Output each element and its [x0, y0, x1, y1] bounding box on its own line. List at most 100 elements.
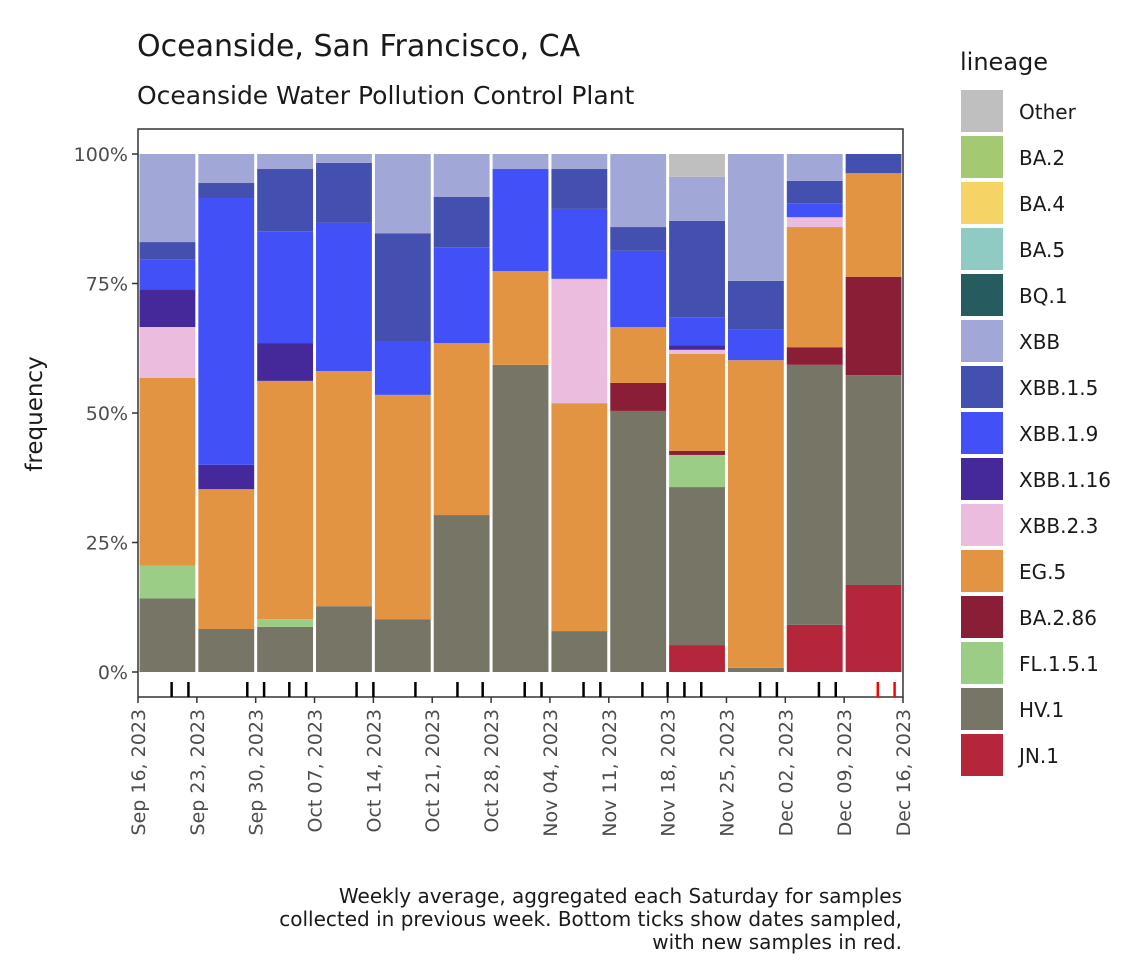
- y-tick-label: 75%: [86, 274, 128, 296]
- bar-segment-eg-5: [786, 227, 843, 348]
- legend-swatch: [961, 182, 1003, 224]
- bar-segment-xbb-1-9: [786, 203, 843, 218]
- legend-label: BQ.1: [1019, 284, 1068, 308]
- legend-swatch: [961, 136, 1003, 178]
- legend-swatch: [961, 688, 1003, 730]
- bar-segment-xbb-2-3: [786, 217, 843, 228]
- bar-segment-xbb-1-9: [316, 222, 372, 372]
- bar-segment-hv-1: [316, 606, 372, 672]
- bar-segment-eg-5: [139, 377, 196, 566]
- legend-swatch: [961, 366, 1003, 408]
- bar-segment-xbb-1-9: [257, 231, 314, 344]
- bar-segment-eg-5: [316, 371, 372, 607]
- y-axis-label: frequency: [22, 356, 48, 471]
- bar-segment-eg-5: [727, 360, 784, 668]
- bar-segment-xbb-1-16: [139, 289, 196, 328]
- legend-item: BA.2.86: [961, 596, 1097, 638]
- bar-segment-hv-1: [257, 626, 314, 672]
- legend-label: BA.5: [1019, 238, 1065, 262]
- y-tick-label: 50%: [86, 403, 128, 425]
- legend-swatch: [961, 596, 1003, 638]
- bar-segment-eg-5: [433, 343, 490, 516]
- bar-segment-fl-1-5-1: [139, 565, 196, 599]
- x-tick-label: Sep 23, 2023: [187, 709, 209, 835]
- legend-swatch: [961, 642, 1003, 684]
- bar-stack: [374, 154, 431, 672]
- legend-swatch: [961, 458, 1003, 500]
- chart-subtitle: Oceanside Water Pollution Control Plant: [137, 81, 635, 110]
- x-tick-label: Oct 07, 2023: [305, 709, 327, 833]
- x-tick-label: Dec 09, 2023: [834, 709, 856, 836]
- bar-stack: [198, 154, 255, 672]
- bar-segment-xbb-1-9: [492, 169, 549, 272]
- x-tick-label: Oct 21, 2023: [422, 709, 444, 833]
- bar-segment-eg-5: [257, 380, 314, 620]
- chart-title: Oceanside, San Francisco, CA: [137, 29, 581, 64]
- bar-segment-ba-2-86: [610, 382, 667, 411]
- bar-segment-jn-1: [845, 584, 902, 672]
- legend-label: XBB.2.3: [1019, 514, 1098, 538]
- x-tick-label: Dec 02, 2023: [775, 709, 797, 836]
- y-tick-label: 25%: [86, 533, 128, 555]
- legend-item: FL.1.5.1: [961, 642, 1099, 684]
- bar-stack: [727, 154, 784, 672]
- bar-segment-jn-1: [669, 645, 725, 672]
- bar-segment-xbb-1-9: [551, 208, 608, 279]
- x-tick-label: Oct 14, 2023: [363, 709, 385, 833]
- bar-segment-xbb-1-5: [257, 169, 314, 232]
- bar-segment-xbb-1-9: [374, 340, 431, 395]
- legend-swatch: [961, 412, 1003, 454]
- bar-segment-xbb-1-9: [610, 250, 667, 328]
- bar-segment-xbb-1-5: [374, 233, 431, 341]
- bar-stack: [610, 154, 667, 672]
- bar-segment-jn-1: [786, 624, 843, 672]
- bar-segment-ba-2-86: [669, 450, 725, 455]
- bar-segment-xbb-1-5: [316, 162, 372, 223]
- caption: Weekly average, aggregated each Saturday…: [279, 884, 902, 954]
- legend-item: BQ.1: [961, 274, 1068, 316]
- bar-stack: [845, 154, 902, 672]
- x-tick-label: Oct 28, 2023: [481, 709, 503, 833]
- bar-segment-xbb-1-9: [433, 247, 490, 344]
- legend-label: BA.2.86: [1019, 606, 1097, 630]
- bar-stack: [316, 154, 372, 672]
- bar-segment-eg-5: [198, 489, 255, 630]
- x-tick-label: Nov 04, 2023: [540, 709, 562, 837]
- bar-segment-eg-5: [551, 403, 608, 632]
- bar-segment-xbb-1-5: [727, 280, 784, 330]
- bar-segment-xbb-1-5: [786, 180, 843, 204]
- bar-stack: [669, 154, 725, 672]
- legend-label: EG.5: [1019, 560, 1066, 584]
- bar-segment-hv-1: [492, 364, 549, 672]
- bars-layer: [139, 154, 902, 672]
- bar-segment-xbb: [316, 154, 372, 163]
- x-tick-label: Sep 16, 2023: [128, 709, 150, 835]
- legend-item: HV.1: [961, 688, 1064, 730]
- legend-swatch: [961, 320, 1003, 362]
- legend-item: XBB: [961, 320, 1060, 362]
- legend-label: XBB: [1019, 330, 1060, 354]
- bar-segment-eg-5: [492, 271, 549, 365]
- bar-segment-ba-2-86: [845, 276, 902, 376]
- legend-item: XBB.1.5: [961, 366, 1098, 408]
- bar-segment-xbb-2-3: [139, 327, 196, 378]
- bar-segment-xbb-2-3: [551, 278, 608, 404]
- x-tick-label: Nov 11, 2023: [599, 709, 621, 837]
- legend-label: FL.1.5.1: [1019, 652, 1099, 676]
- legend-swatch: [961, 504, 1003, 546]
- legend-swatch: [961, 274, 1003, 316]
- bar-stack: [257, 154, 314, 672]
- legend-title: lineage: [960, 48, 1048, 76]
- x-tick-label: Nov 18, 2023: [658, 709, 680, 837]
- bar-segment-xbb: [610, 154, 667, 228]
- legend-item: XBB.2.3: [961, 504, 1098, 546]
- bar-segment-xbb: [786, 154, 843, 181]
- bar-segment-xbb-1-5: [139, 242, 196, 260]
- bar-segment-xbb-1-5: [669, 220, 725, 318]
- legend-swatch: [961, 550, 1003, 592]
- bar-segment-xbb: [669, 176, 725, 221]
- bar-segment-hv-1: [786, 364, 843, 625]
- bar-segment-xbb: [727, 154, 784, 281]
- y-tick-label: 0%: [98, 662, 128, 684]
- caption-line: with new samples in red.: [652, 930, 902, 954]
